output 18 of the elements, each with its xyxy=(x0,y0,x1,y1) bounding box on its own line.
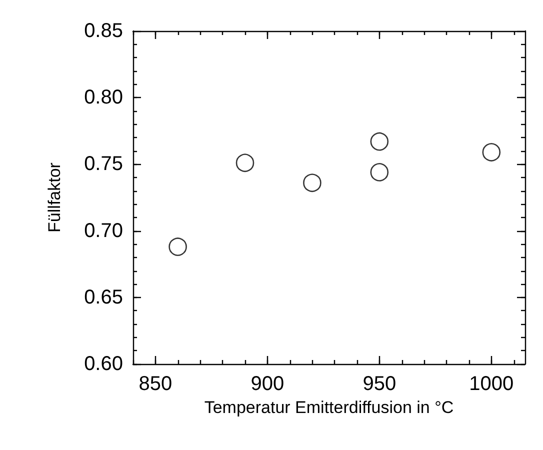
point xyxy=(370,163,389,182)
point xyxy=(168,238,187,256)
point xyxy=(370,132,389,151)
y-axis-title: Füllfaktor xyxy=(45,162,64,232)
x-tick-label: 850 xyxy=(138,373,172,395)
point xyxy=(303,174,322,192)
x-axis-title: Temperatur Emitterdiffusion in °C xyxy=(204,398,454,417)
y-tick-label: 0.70 xyxy=(84,220,123,242)
y-tick-label: 0.75 xyxy=(84,153,123,176)
point xyxy=(482,143,501,162)
point xyxy=(236,154,254,172)
x-tick-label: 1000 xyxy=(469,373,514,395)
y-tick-label: 0.85 xyxy=(84,20,123,42)
x-tick-label: 950 xyxy=(362,373,396,395)
y-tick-label: 0.65 xyxy=(84,286,123,308)
y-tick-label: 0.60 xyxy=(84,353,123,375)
x-tick-label: 900 xyxy=(250,373,284,395)
y-tick-label: 0.80 xyxy=(84,86,123,109)
